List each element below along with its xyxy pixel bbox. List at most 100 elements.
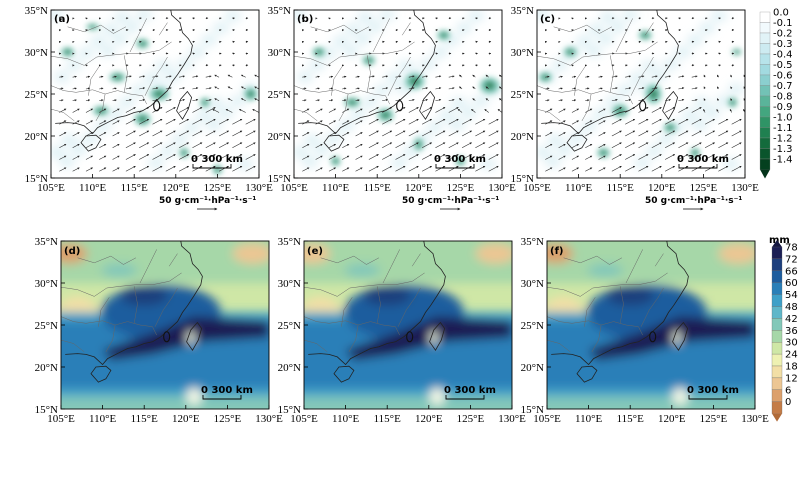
flux-vector xyxy=(315,155,323,160)
divergence-shade xyxy=(107,109,123,119)
divergence-shade xyxy=(54,72,70,82)
lon-tick-label: 120°E xyxy=(405,182,433,194)
province-boundary xyxy=(85,320,157,336)
lon-tick-label: 120°E xyxy=(658,413,686,425)
flux-vector xyxy=(421,165,433,172)
flux-vector xyxy=(125,130,136,137)
divergence-shade xyxy=(206,120,222,130)
divergence-shade xyxy=(461,108,477,118)
province-boundary xyxy=(67,24,127,34)
flux-vector xyxy=(475,142,486,149)
flux-vector xyxy=(99,143,107,149)
divergence-shade xyxy=(374,85,390,95)
reference-vector-label: 50 g·cm⁻¹·hPa⁻¹·s⁻¹ xyxy=(159,196,256,206)
flux-vector xyxy=(691,98,698,102)
flux-vector xyxy=(558,132,566,137)
province-boundary xyxy=(411,253,421,267)
flux-vector xyxy=(475,165,486,172)
flux-vector xyxy=(718,154,729,160)
pw-south xyxy=(61,396,269,409)
target-region-outline xyxy=(396,100,404,112)
flux-vector xyxy=(72,108,80,113)
lat-tick-label: 35°N xyxy=(278,236,301,248)
flux-vector xyxy=(72,120,80,125)
flux-vector xyxy=(205,87,212,90)
flux-vector xyxy=(408,165,419,172)
lon-tick-label: 110°E xyxy=(575,413,602,425)
flux-vector xyxy=(718,165,729,172)
province-boundary xyxy=(537,108,561,122)
panel-label: (a) xyxy=(54,14,70,25)
flux-vector xyxy=(245,142,256,149)
scale-bar-label: 0 300 km xyxy=(191,154,243,165)
colorbar-bottom-extend-top xyxy=(772,240,782,247)
lon-tick-label: 110°E xyxy=(332,413,359,425)
divergence-core xyxy=(484,81,495,90)
province-boundary xyxy=(95,93,106,122)
divergence-strong xyxy=(538,30,742,158)
flux-vector xyxy=(214,74,220,78)
flux-vector xyxy=(691,118,702,125)
flux-vector xyxy=(598,132,606,137)
flux-vector xyxy=(355,87,360,90)
taiwan-outline xyxy=(186,321,203,351)
lon-tick-label: 130°E xyxy=(245,182,273,194)
colorbar-top-label: 0.0 xyxy=(773,8,789,19)
panel-label: (f) xyxy=(550,246,564,257)
divergence-shade xyxy=(230,96,246,106)
flux-vector xyxy=(99,120,107,125)
flux-vector xyxy=(192,118,203,125)
flux-vector xyxy=(598,155,606,160)
flux-vector xyxy=(395,118,406,125)
divergence-shade xyxy=(586,46,602,56)
flux-vector xyxy=(125,142,136,149)
plot-area xyxy=(51,10,259,178)
colorbar-top-swatch xyxy=(759,148,771,160)
pw-mid xyxy=(101,263,138,278)
colorbar-top-label: -1.2 xyxy=(773,134,793,145)
flux-vector xyxy=(718,118,729,125)
lon-tick-label: 115°E xyxy=(607,182,634,194)
colorbar-top-swatch xyxy=(759,64,771,76)
flux-vector xyxy=(598,99,603,102)
pw-mid xyxy=(344,263,381,278)
flux-vector xyxy=(227,74,233,78)
flux-vector xyxy=(240,98,246,101)
divergence-shade xyxy=(728,84,744,94)
flux-vector xyxy=(258,123,259,125)
flux-vector xyxy=(258,170,259,172)
flux-vector xyxy=(718,142,729,149)
hainan-outline xyxy=(566,134,588,152)
flux-vector xyxy=(731,142,742,149)
flux-vector xyxy=(205,118,216,125)
lon-tick-label: 130°E xyxy=(498,413,526,425)
lat-tick-label: 25°N xyxy=(25,89,48,101)
pw-mid xyxy=(587,263,624,278)
taiwan-outline xyxy=(419,90,436,120)
scale-bar-label: 0 300 km xyxy=(434,154,486,165)
flux-vector xyxy=(178,142,190,149)
colorbar-bottom-swatch xyxy=(771,246,783,260)
flux-vector xyxy=(254,74,259,78)
colorbar-top-swatch xyxy=(759,74,771,86)
flux-vector xyxy=(475,130,486,137)
flux-vector xyxy=(459,86,463,90)
flux-vector xyxy=(218,165,229,172)
flux-vector xyxy=(448,87,455,90)
flux-vector xyxy=(302,167,310,172)
flux-vector xyxy=(192,154,203,160)
flux-vector xyxy=(585,167,593,172)
pw-core xyxy=(345,316,512,361)
pw-core xyxy=(363,285,412,306)
colorbar-bottom-swatch xyxy=(771,353,783,367)
flux-vector xyxy=(571,155,579,160)
divergence-shade xyxy=(692,120,708,130)
flux-vector xyxy=(368,165,379,172)
lat-tick-label: 20°N xyxy=(278,362,301,374)
lat-tick-label: 15°N xyxy=(25,173,48,185)
flux-vector xyxy=(422,75,428,78)
flux-vector xyxy=(368,107,379,113)
flux-vector xyxy=(178,130,190,137)
flux-vector xyxy=(421,118,433,125)
panel-label: (b) xyxy=(297,14,313,25)
